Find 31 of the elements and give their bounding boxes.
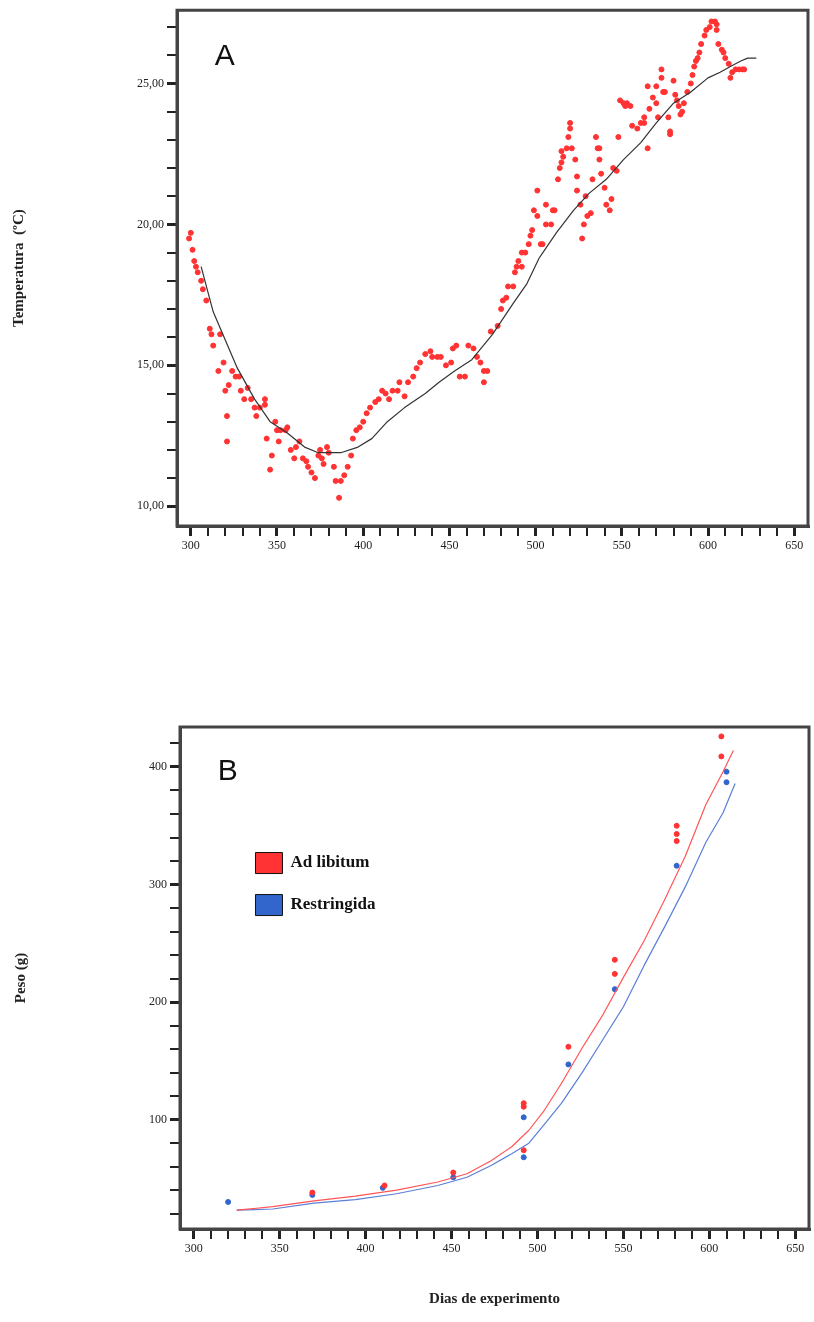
y-tick-label: 10,00 (137, 498, 164, 513)
legend-label: Ad libitum (290, 851, 370, 871)
y-tick-label: 200 (149, 994, 167, 1009)
x-tick-label: 650 (786, 1241, 805, 1256)
y-axis-title: Temperatura (ºC) (9, 209, 27, 327)
x-tick-label: 600 (699, 538, 718, 553)
x-tick-label: 400 (356, 1241, 375, 1256)
annotation: A (214, 37, 235, 71)
y-axis-title: Peso (g) (11, 952, 29, 1004)
x-tick-label: 350 (267, 538, 286, 553)
y-tick-label: 20,00 (137, 216, 164, 231)
y-tick-label: 15,00 (137, 357, 164, 372)
y-tick-label: 100 (149, 1111, 167, 1126)
annotation: B (217, 753, 238, 787)
y-tick-label: 25,00 (137, 75, 164, 90)
x-tick-label: 350 (270, 1241, 289, 1256)
y-tick-label: 400 (149, 759, 167, 774)
x-tick-label: 650 (785, 538, 804, 553)
x-tick-label: 500 (528, 1241, 547, 1256)
x-tick-label: 400 (354, 538, 373, 553)
x-tick-label: 300 (184, 1241, 203, 1256)
x-tick-label: 450 (442, 1241, 461, 1256)
x-tick-label: 550 (612, 538, 631, 553)
x-tick-label: 500 (526, 538, 545, 553)
legend-label: Restringida (290, 893, 376, 913)
x-tick-label: 450 (440, 538, 459, 553)
x-tick-label: 550 (614, 1241, 633, 1256)
x-axis-title: Dias de experimento (429, 1289, 560, 1306)
y-tick-label: 300 (149, 876, 167, 891)
x-tick-label: 600 (700, 1241, 719, 1256)
x-tick-label: 300 (181, 538, 200, 553)
